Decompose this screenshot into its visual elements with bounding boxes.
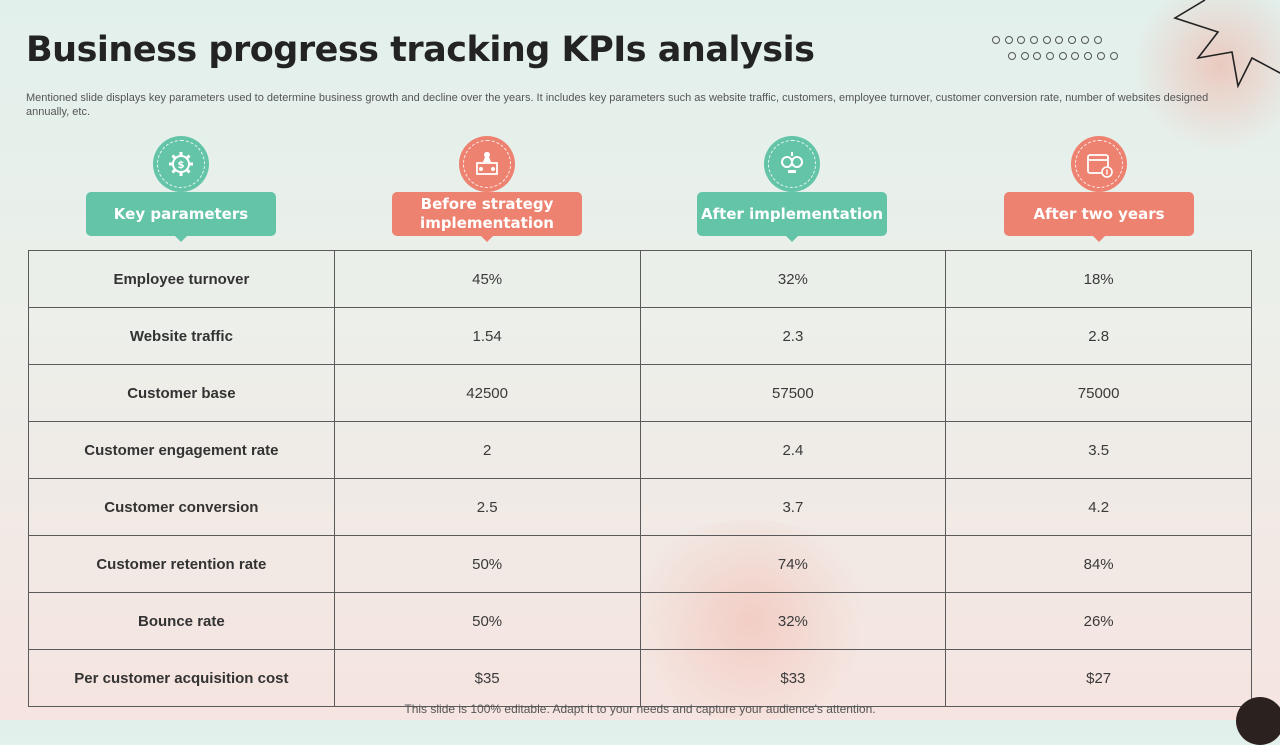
after-cell: 3.7	[639, 478, 947, 536]
column-label: After two years	[1004, 192, 1194, 242]
column-header-before-strategy: Before strategy implementation	[392, 136, 582, 246]
two-years-cell: 18%	[945, 250, 1252, 308]
after-cell: 74%	[639, 535, 947, 593]
two-years-cell: $27	[945, 649, 1252, 707]
parameter-cell: Customer base	[28, 364, 335, 422]
after-cell: 2.4	[639, 421, 947, 479]
decorative-dots	[990, 36, 1140, 66]
svg-text:$: $	[178, 160, 185, 171]
page-title: Business progress tracking KPIs analysis	[26, 30, 815, 70]
parameter-cell: Customer retention rate	[28, 535, 335, 593]
column-label: After implementation	[697, 192, 887, 242]
after-cell: 57500	[639, 364, 947, 422]
table-row: Customer conversion 2.5 3.7 4.2	[28, 478, 1252, 536]
page-subtitle: Mentioned slide displays key parameters …	[26, 92, 1209, 118]
after-cell: 32%	[639, 250, 947, 308]
two-years-cell: 84%	[945, 535, 1252, 593]
table-row: Customer base 42500 57500 75000	[28, 364, 1252, 422]
calendar-years-icon	[1071, 136, 1127, 192]
table-row: Per customer acquisition cost $35 $33 $2…	[28, 649, 1252, 707]
before-cell: 50%	[333, 535, 641, 593]
two-years-cell: 75000	[945, 364, 1252, 422]
column-header-after-two-years: After two years	[1004, 136, 1194, 246]
after-cell: $33	[639, 649, 947, 707]
before-cell: 1.54	[333, 307, 641, 365]
column-header-key-parameters: $ Key parameters	[86, 136, 276, 246]
parameter-cell: Website traffic	[28, 307, 335, 365]
two-years-cell: 3.5	[945, 421, 1252, 479]
after-cell: 2.3	[639, 307, 947, 365]
column-header-after-implementation: After implementation	[697, 136, 887, 246]
two-years-cell: 26%	[945, 592, 1252, 650]
table-row: Website traffic 1.54 2.3 2.8	[28, 307, 1252, 365]
footer-note: This slide is 100% editable. Adapt it to…	[404, 702, 876, 716]
table-row: Customer retention rate 50% 74% 84%	[28, 535, 1252, 593]
parameter-cell: Customer conversion	[28, 478, 335, 536]
table-row: Bounce rate 50% 32% 26%	[28, 592, 1252, 650]
column-label: Before strategy implementation	[392, 192, 582, 242]
column-label: Key parameters	[86, 192, 276, 242]
strategy-chess-icon	[459, 136, 515, 192]
decorative-star-icon	[1173, 0, 1280, 89]
table-row: Customer engagement rate 2 2.4 3.5	[28, 421, 1252, 479]
two-years-cell: 2.8	[945, 307, 1252, 365]
after-cell: 32%	[639, 592, 947, 650]
gears-bulb-icon	[764, 136, 820, 192]
two-years-cell: 4.2	[945, 478, 1252, 536]
gear-dollar-icon: $	[153, 136, 209, 192]
before-cell: 2.5	[333, 478, 641, 536]
decorative-circle	[1236, 697, 1280, 745]
before-cell: 50%	[333, 592, 641, 650]
table-row: Employee turnover 45% 32% 18%	[28, 250, 1252, 308]
parameter-cell: Bounce rate	[28, 592, 335, 650]
parameter-cell: Per customer acquisition cost	[28, 649, 335, 707]
parameter-cell: Customer engagement rate	[28, 421, 335, 479]
before-cell: 2	[333, 421, 641, 479]
before-cell: $35	[333, 649, 641, 707]
before-cell: 45%	[333, 250, 641, 308]
kpi-table: Employee turnover 45% 32% 18% Website tr…	[28, 250, 1252, 707]
parameter-cell: Employee turnover	[28, 250, 335, 308]
before-cell: 42500	[333, 364, 641, 422]
